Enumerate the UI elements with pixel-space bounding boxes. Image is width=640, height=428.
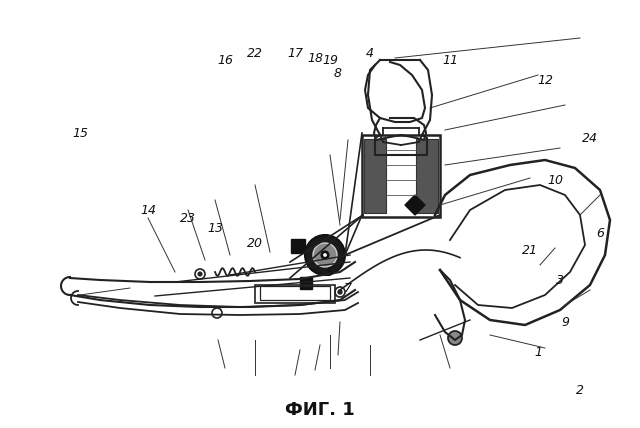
- Text: 8: 8: [334, 66, 342, 80]
- Text: 7: 7: [344, 282, 352, 294]
- Text: 13: 13: [207, 222, 223, 235]
- Text: 4: 4: [366, 47, 374, 59]
- Polygon shape: [405, 195, 425, 215]
- Bar: [300, 277, 312, 289]
- Text: 24: 24: [582, 131, 598, 145]
- Text: 22: 22: [247, 47, 263, 59]
- Text: 11: 11: [442, 54, 458, 66]
- Circle shape: [338, 290, 342, 294]
- Circle shape: [448, 331, 462, 345]
- Text: 3: 3: [556, 273, 564, 286]
- Text: 23: 23: [180, 211, 196, 225]
- Bar: [364, 139, 386, 213]
- Text: ФИГ. 1: ФИГ. 1: [285, 401, 355, 419]
- Circle shape: [313, 243, 337, 267]
- Text: 12: 12: [537, 74, 553, 86]
- Text: 2: 2: [576, 383, 584, 396]
- Text: 9: 9: [561, 316, 569, 330]
- Text: 6: 6: [596, 226, 604, 240]
- Bar: [260, 286, 330, 300]
- Text: 10: 10: [547, 173, 563, 187]
- Text: 14: 14: [140, 203, 156, 217]
- Text: 1: 1: [534, 347, 542, 360]
- Bar: [416, 139, 438, 213]
- Bar: [362, 135, 440, 217]
- Circle shape: [323, 253, 326, 256]
- Text: 21: 21: [522, 244, 538, 256]
- Text: 17: 17: [287, 47, 303, 59]
- Bar: [255, 285, 335, 303]
- Text: 15: 15: [72, 127, 88, 140]
- Text: 19: 19: [322, 54, 338, 66]
- Bar: [291, 239, 305, 253]
- Circle shape: [198, 272, 202, 276]
- Text: 16: 16: [217, 54, 233, 66]
- Circle shape: [321, 251, 329, 259]
- Text: 20: 20: [247, 237, 263, 250]
- Circle shape: [305, 235, 345, 275]
- Text: 5: 5: [326, 267, 334, 279]
- Text: 18: 18: [307, 51, 323, 65]
